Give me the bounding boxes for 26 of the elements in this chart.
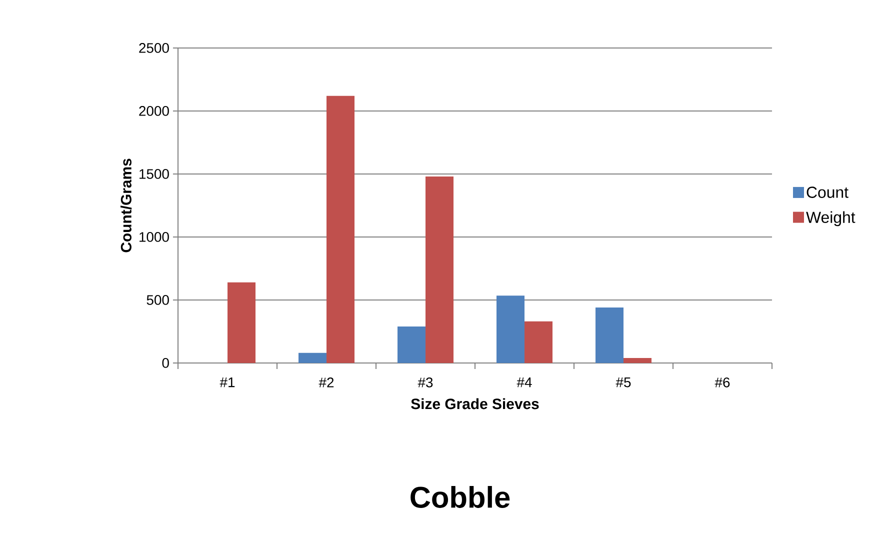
x-tick-label: #6 bbox=[714, 377, 730, 388]
bar bbox=[398, 326, 426, 363]
y-tick-label: 500 bbox=[146, 295, 169, 305]
bar bbox=[596, 308, 624, 363]
x-tick-label: #1 bbox=[220, 378, 235, 388]
x-tick-label: #2 bbox=[318, 377, 334, 388]
bar bbox=[426, 176, 454, 363]
y-tick-label: 2500 bbox=[139, 43, 169, 53]
bar bbox=[624, 358, 652, 363]
x-tick-label: #3 bbox=[418, 377, 433, 388]
y-tick-label: 1500 bbox=[140, 169, 169, 179]
legend-label: Weight bbox=[806, 211, 856, 226]
y-tick-label: 2000 bbox=[139, 106, 169, 116]
bar bbox=[524, 321, 553, 363]
y-tick-label: 1000 bbox=[140, 232, 169, 242]
bar bbox=[496, 296, 525, 363]
x-axis-title: Size Grade Sieves bbox=[411, 398, 539, 410]
bar bbox=[326, 96, 355, 363]
y-tick-label: 0 bbox=[162, 358, 169, 368]
legend-label: Count bbox=[806, 186, 848, 198]
y-axis-title: Count/Grams bbox=[120, 158, 132, 252]
bar bbox=[298, 352, 327, 363]
bar bbox=[228, 282, 256, 363]
text: Cobble bbox=[410, 486, 510, 508]
x-tick-label: #5 bbox=[616, 378, 631, 388]
x-tick-label: #4 bbox=[516, 378, 532, 388]
